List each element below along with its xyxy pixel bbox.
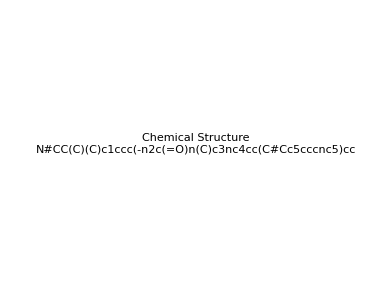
Text: Chemical Structure
N#CC(C)(C)c1ccc(-n2c(=O)n(C)c3nc4cc(C#Cc5cccnc5)cc: Chemical Structure N#CC(C)(C)c1ccc(-n2c(… [36, 133, 356, 154]
